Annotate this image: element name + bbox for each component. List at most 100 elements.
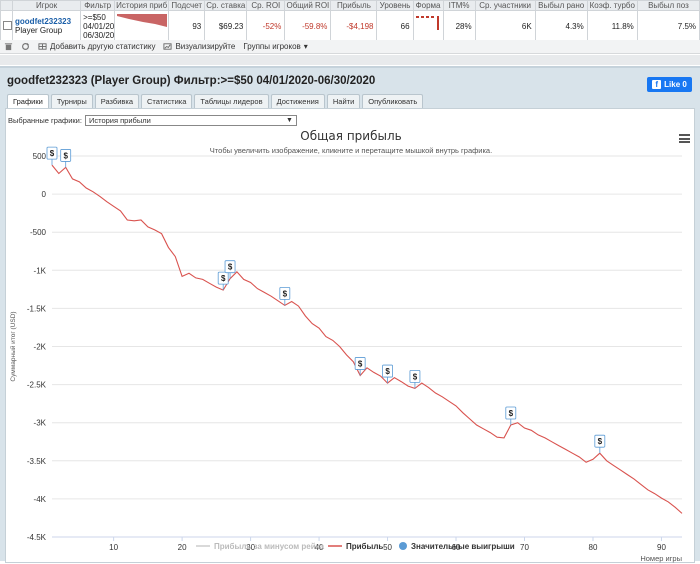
big-win-marker (409, 370, 421, 383)
big-win-marker-label: $ (63, 151, 68, 160)
column-header[interactable]: История приб (114, 0, 170, 11)
visualize-button[interactable]: Визуализируйте (163, 42, 235, 51)
big-win-marker (60, 149, 72, 162)
big-win-marker (382, 364, 393, 378)
stats-table: Игрок Фильтр История приб Подсчет Ср. ставка… (0, 0, 700, 42)
column-header[interactable] (0, 0, 14, 11)
x-tick-label: 80 (589, 543, 598, 552)
big-win-marker (505, 406, 517, 420)
filter-line: >=$50 (83, 12, 106, 22)
filter-cell: >=$50 04/01/20 06/30/20 (80, 10, 116, 42)
chevron-down-icon: ▼ (286, 117, 293, 124)
history-sparkline (117, 14, 168, 27)
form-cell (412, 10, 444, 42)
y-axis-label: Суммарный итог (USD) (9, 311, 17, 381)
legend-swatch (399, 542, 407, 550)
legend-item: Значительные выигрыши (411, 542, 515, 551)
column-header[interactable]: Ср. ставка (204, 0, 248, 11)
tab-achievements[interactable]: Достижения (270, 94, 325, 108)
avg-roi-cell: -52% (246, 10, 286, 42)
y-tick-label: 500 (33, 152, 47, 161)
itm-cell: 28% (442, 10, 476, 42)
trash-icon (4, 43, 13, 51)
column-header[interactable]: Форма (412, 0, 444, 11)
y-tick-label: -2.5K (27, 381, 47, 390)
column-header[interactable]: Ср. ROI (246, 0, 286, 11)
column-header[interactable]: Подсчет (168, 0, 206, 11)
big-win-marker (217, 271, 229, 285)
tab-breakdown[interactable]: Разбивка (94, 94, 140, 108)
tab-tournaments[interactable]: Турниры (50, 94, 93, 108)
column-header[interactable]: Ср. участники (474, 0, 536, 11)
column-header[interactable]: Фильтр (80, 0, 116, 11)
legend-item: Прибыль (346, 542, 383, 551)
tab-find[interactable]: Найти (326, 94, 361, 108)
column-header[interactable]: Выбыл поз (636, 0, 700, 11)
profit-chart[interactable]: Общая прибыль Чтобы увеличить изображени… (6, 109, 696, 564)
player-groups-dropdown[interactable]: Группы игроков ▾ (243, 42, 307, 51)
column-header[interactable]: Выбыл рано (534, 0, 588, 11)
like-label: Like 0 (664, 80, 687, 89)
chevron-down-icon: ▾ (303, 42, 308, 51)
table-header-row: Игрок Фильтр История приб Подсчет Ср. ставка… (0, 0, 700, 11)
big-win-marker (46, 146, 58, 160)
facebook-like-button[interactable]: f Like 0 (647, 77, 692, 92)
big-win-marker-label: $ (598, 437, 603, 446)
hamburger-menu-icon[interactable] (679, 134, 690, 143)
chart-svg: 500 0 -500 -1K -1.5K -2K -2.5K -3K -3.5K -4K -4.5K… (9, 146, 683, 563)
y-tick-label: -3.5K (27, 457, 47, 466)
player-cell[interactable]: goodfet232323 Player Group (12, 10, 82, 42)
column-header[interactable]: Прибыль (330, 0, 378, 11)
y-tick-label: -2K (34, 343, 47, 352)
y-tick-label: -3K (34, 419, 47, 428)
visualize-label: Визуализируйте (175, 42, 236, 51)
chart-select-row: Выбранные графики: История прибыли ▼ (8, 115, 297, 126)
chart-subtitle: Чтобы увеличить изображение, кликните и … (209, 146, 493, 155)
tab-publish[interactable]: Опубликовать (362, 94, 424, 108)
big-win-marker-label: $ (413, 372, 418, 381)
x-tick-label: 10 (109, 543, 118, 552)
group-panel: goodfet232323 (Player Group) Фильтр:>=$5… (0, 66, 700, 564)
turbo-ratio-cell: 11.8% (586, 10, 638, 42)
column-header[interactable]: Общий ROI (284, 0, 332, 11)
spacer (0, 55, 700, 65)
player-group-label: Player Group (15, 26, 63, 35)
panel-tabs: Графики Турниры Разбивка Статистика Табл… (7, 94, 424, 108)
y-tick-label: -4K (34, 495, 47, 504)
row-checkbox[interactable] (0, 10, 14, 42)
count-cell: 93 (168, 10, 206, 42)
filter-line: 04/01/20 (83, 21, 115, 31)
profit-line (51, 164, 683, 514)
column-header[interactable]: ITM% (442, 0, 476, 11)
y-tick-label: -500 (30, 228, 47, 237)
big-win-marker (594, 434, 606, 448)
x-axis-label: Номер игры (640, 554, 682, 563)
tab-charts[interactable]: Графики (7, 94, 49, 108)
form-sparkline (415, 16, 439, 30)
refresh-button[interactable] (21, 42, 30, 51)
filter-line: 06/30/20 (83, 30, 115, 40)
early-out-cell: 4.3% (534, 10, 588, 42)
chart-icon (163, 43, 173, 50)
x-tick-label: 90 (657, 543, 666, 552)
add-stat-button[interactable]: Добавить другую статистику (38, 42, 155, 51)
big-win-marker-label: $ (358, 359, 363, 368)
delete-button[interactable] (4, 42, 13, 51)
tab-leaderboards[interactable]: Таблицы лидеров (194, 94, 269, 108)
tab-statistics[interactable]: Статистика (141, 94, 193, 108)
table-row[interactable]: goodfet232323 Player Group >=$50 04/01/2… (0, 10, 700, 42)
refresh-icon (22, 42, 30, 50)
big-win-marker-label: $ (385, 367, 390, 376)
column-header[interactable]: Коэф. турбо (586, 0, 638, 11)
panel-title: goodfet232323 (Player Group) Фильтр:>=$5… (7, 75, 376, 87)
y-tick-label: -1K (34, 266, 47, 275)
chart-select[interactable]: История прибыли ▼ (84, 115, 297, 126)
column-header[interactable]: Игрок (12, 0, 82, 11)
big-win-marker (354, 357, 366, 370)
column-header[interactable]: Уровень (376, 0, 414, 11)
history-sparkline-cell[interactable] (114, 10, 170, 42)
player-name-link[interactable]: goodfet232323 (15, 17, 72, 26)
x-tick-label: 30 (246, 543, 255, 552)
total-roi-cell: -59.8% (284, 10, 332, 42)
avg-entrants-cell: 6K (474, 10, 536, 42)
